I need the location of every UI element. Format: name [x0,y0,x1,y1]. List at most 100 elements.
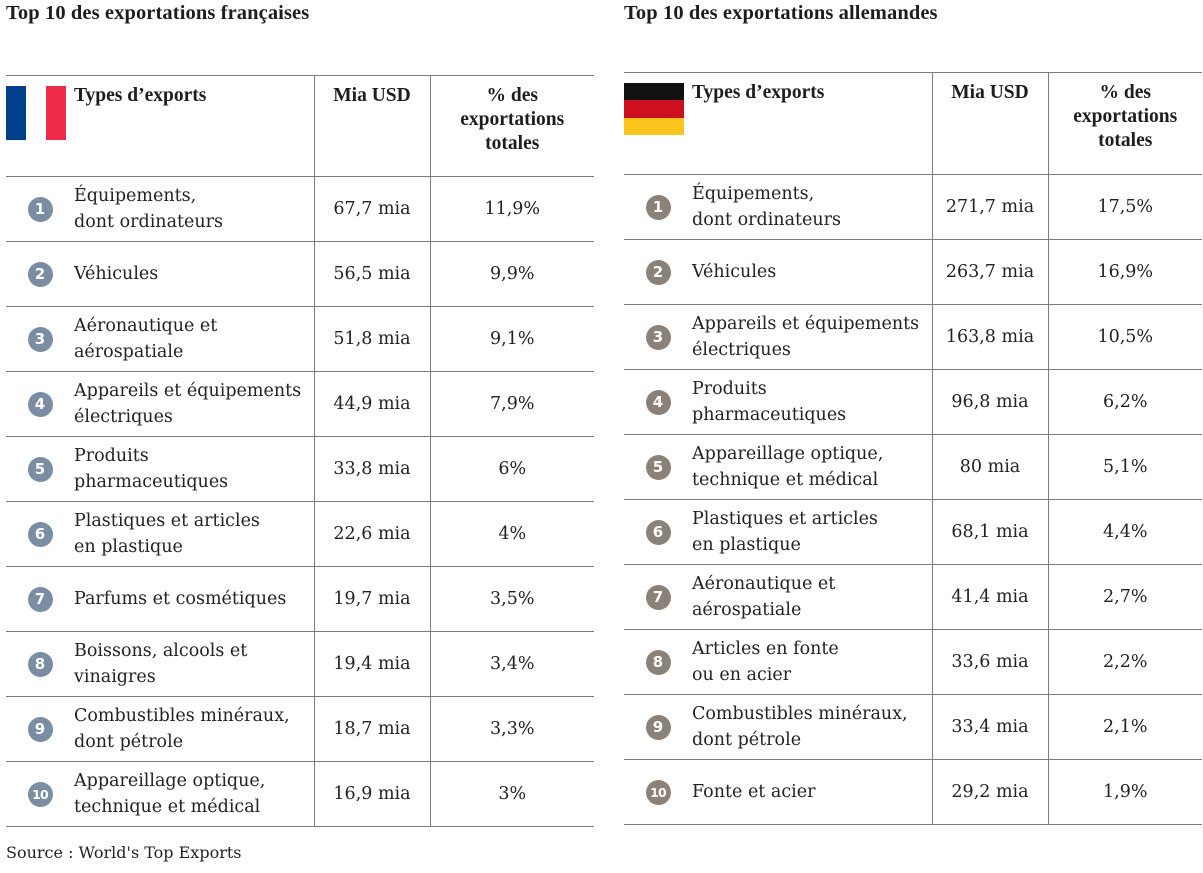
export-type-cell: Plastiques et articles en plastique [74,501,314,567]
rank-cell: 2 [6,241,74,307]
germany-header-pct: % des exportations totales [1047,72,1202,175]
export-type-label: Véhicules [74,264,159,284]
rank-cell: 10 [6,761,74,827]
share-percent-cell: 9,1% [429,306,594,372]
export-type-cell: Plastiques et articles en plastique [692,499,932,565]
share-percent-cell: 11,9% [429,176,594,242]
export-type-cell: Équipements, dont ordinateurs [74,176,314,242]
export-type-cell: Appareils et équipements électriques [692,304,932,370]
rank-cell: 4 [624,369,692,435]
rank-cell: 2 [624,239,692,305]
rank-cell: 3 [624,304,692,370]
rank-cell: 3 [6,306,74,372]
rank-badge-icon: 9 [645,715,671,740]
export-type-cell: Équipements, dont ordinateurs [692,174,932,240]
value-mia-cell: 41,4 mia [931,564,1048,630]
share-percent-cell: 2,2% [1047,629,1202,695]
france-header-pct: % des exportations totales [429,75,594,177]
value-mia-cell: 163,8 mia [931,304,1048,370]
germany-header-pct-label: % des exportations totales [1073,82,1178,151]
rank-badge-icon: 7 [645,585,671,610]
rank-badge-icon: 4 [27,392,53,417]
rank-badge-icon: 10 [645,780,671,805]
share-percent-cell: 3,4% [429,631,594,697]
source-note: Source : World's Top Exports [6,843,242,862]
export-type-label: Boissons, alcools et vinaigres [74,641,248,687]
rank-cell: 10 [624,759,692,825]
table-row: 9 Combustibles minéraux, dont pétrole 33,4… [624,694,1202,760]
france-rows: 1 Équipements, dont ordinateurs 67,7 mia 11… [6,176,594,827]
export-type-label: Équipements, dont ordinateurs [692,184,842,230]
export-type-label: Appareils et équipements électriques [692,314,920,360]
rank-badge-icon: 4 [645,390,671,415]
france-header-type: Types d’exports [74,75,314,177]
france-title: Top 10 des exportations françaises [6,2,310,24]
value-mia-cell: 263,7 mia [931,239,1048,305]
share-percent-cell: 17,5% [1047,174,1202,240]
export-type-cell: Produits pharmaceutiques [74,436,314,502]
value-mia-cell: 68,1 mia [931,499,1048,565]
export-type-label: Appareils et équipements électriques [74,381,302,427]
germany-flag-red-stripe [624,100,684,118]
rank-cell: 8 [6,631,74,697]
germany-title: Top 10 des exportations allemandes [624,2,938,24]
share-percent-cell: 9,9% [429,241,594,307]
table-row: 4 Produits pharmaceutiques 96,8 mia 6,2% [624,369,1202,435]
value-mia-cell: 67,7 mia [313,176,430,242]
table-row: 7 Parfums et cosmétiques 19,7 mia 3,5% [6,566,594,632]
export-type-label: Appareillage optique, technique et médic… [692,444,884,490]
value-mia-cell: 16,9 mia [313,761,430,827]
rank-cell: 7 [624,564,692,630]
table-row: 8 Boissons, alcools et vinaigres 19,4 mia 3… [6,631,594,697]
export-type-label: Plastiques et articles en plastique [74,511,260,557]
value-mia-cell: 29,2 mia [931,759,1048,825]
export-type-label: Appareillage optique, technique et médic… [74,771,266,817]
france-flag-white-stripe [26,86,46,140]
export-type-cell: Véhicules [74,241,314,307]
export-type-label: Produits pharmaceutiques [74,446,229,492]
export-type-label: Parfums et cosmétiques [74,589,287,609]
value-mia-cell: 18,7 mia [313,696,430,762]
export-type-cell: Aéronautique et aérospatiale [74,306,314,372]
share-percent-cell: 7,9% [429,371,594,437]
rank-cell: 5 [6,436,74,502]
germany-flag-icon [624,83,684,135]
rank-badge-icon: 9 [27,717,53,742]
value-mia-cell: 44,9 mia [313,371,430,437]
export-type-cell: Produits pharmaceutiques [692,369,932,435]
table-row: 9 Combustibles minéraux, dont pétrole 18,7… [6,696,594,762]
table-row: 7 Aéronautique et aérospatiale 41,4 mia 2,7… [624,564,1202,630]
share-percent-cell: 3,5% [429,566,594,632]
share-percent-cell: 2,7% [1047,564,1202,630]
value-mia-cell: 271,7 mia [931,174,1048,240]
table-row: 2 Véhicules 263,7 mia 16,9% [624,239,1202,305]
export-type-label: Combustibles minéraux, dont pétrole [74,706,290,752]
table-row: 6 Plastiques et articles en plastique 22,6… [6,501,594,567]
rank-badge-icon: 5 [27,457,53,482]
france-flag-icon [6,86,66,140]
export-type-cell: Parfums et cosmétiques [74,566,314,632]
table-row: 1 Équipements, dont ordinateurs 271,7 mia 1… [624,174,1202,240]
value-mia-cell: 33,6 mia [931,629,1048,695]
rank-cell: 1 [6,176,74,242]
rank-cell: 4 [6,371,74,437]
rank-badge-icon: 10 [27,782,53,807]
export-type-cell: Fonte et acier [692,759,932,825]
share-percent-cell: 1,9% [1047,759,1202,825]
rank-cell: 6 [6,501,74,567]
export-type-cell: Appareillage optique, technique et médic… [74,761,314,827]
value-mia-cell: 33,4 mia [931,694,1048,760]
table-row: 3 Aéronautique et aérospatiale 51,8 mia 9,1… [6,306,594,372]
value-mia-cell: 19,7 mia [313,566,430,632]
value-mia-cell: 22,6 mia [313,501,430,567]
rank-badge-icon: 1 [645,195,671,220]
table-row: 8 Articles en fonte ou en acier 33,6 mia 2,… [624,629,1202,695]
rank-cell: 9 [624,694,692,760]
germany-exports-table: Types d’exports Mia USD % des exportatio… [624,72,1202,825]
rank-badge-icon: 3 [27,327,53,352]
export-type-label: Produits pharmaceutiques [692,379,847,425]
rank-badge-icon: 5 [645,455,671,480]
rank-badge-icon: 2 [27,262,53,287]
share-percent-cell: 10,5% [1047,304,1202,370]
export-type-cell: Articles en fonte ou en acier [692,629,932,695]
